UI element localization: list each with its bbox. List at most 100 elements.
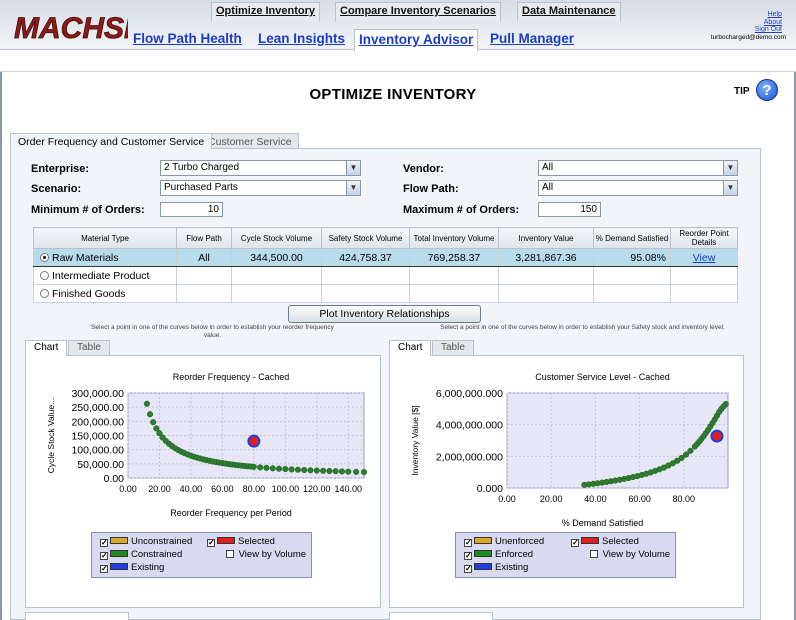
empty-cell	[498, 284, 594, 303]
about-link[interactable]: About	[763, 18, 782, 26]
enterprise-select[interactable]: 2 Turbo Charged ▼	[160, 160, 361, 176]
checkbox-checked-icon[interactable]: ✓	[464, 538, 472, 547]
x-tick-label: 60.00	[211, 484, 234, 494]
legend-label: Constrained	[131, 549, 183, 560]
table-row[interactable]: Intermediate Product	[33, 266, 738, 285]
user-email: turbocharged@demo.com	[710, 34, 786, 41]
help-link[interactable]: Help	[767, 11, 782, 18]
legend-item[interactable]: ✓ Constrained	[100, 549, 182, 560]
demand-satisfied-cell: 95.08%	[593, 248, 671, 267]
legend-item[interactable]: ✓ Selected	[207, 536, 275, 547]
legend-item[interactable]: ✓ Selected	[571, 536, 639, 547]
right-table-tab[interactable]: Table	[432, 340, 474, 355]
material-type-cell[interactable]: Finished Goods	[33, 284, 177, 303]
flowpath-select[interactable]: All ▼	[538, 180, 738, 196]
left-chart-tab[interactable]: Chart	[25, 340, 68, 356]
legend-item[interactable]: ✓ Existing	[464, 562, 528, 573]
checkbox-unchecked-icon[interactable]	[226, 550, 234, 558]
radio-icon[interactable]	[40, 288, 49, 298]
enterprise-label: Enterprise:	[31, 163, 90, 175]
subtab-data-maintenance[interactable]: Data Maintenance	[517, 2, 621, 21]
material-type-label: Finished Goods	[52, 287, 126, 300]
material-type-label: Intermediate Product	[52, 269, 150, 282]
radio-selected-icon[interactable]	[40, 252, 49, 262]
data-point	[722, 401, 729, 408]
tab-order-frequency[interactable]: Order Frequency and Customer Service	[10, 133, 213, 149]
right-bottom-tab	[389, 612, 493, 620]
material-type-cell[interactable]: Intermediate Product	[33, 266, 177, 285]
help-question-icon[interactable]: ?	[756, 79, 778, 101]
nav-pull-manager[interactable]: Pull Manager	[490, 31, 575, 46]
radio-icon[interactable]	[40, 270, 49, 280]
legend-swatch	[474, 537, 492, 544]
legend-item[interactable]: View by Volume	[590, 549, 670, 560]
legend-item[interactable]: ✓ Existing	[100, 562, 164, 573]
checkbox-checked-icon[interactable]: ✓	[100, 551, 108, 560]
tab-customer-service[interactable]: Customer Service	[200, 133, 300, 149]
scenario-select[interactable]: Purchased Parts ▼	[160, 180, 361, 196]
sub-navigation	[0, 50, 796, 72]
checkbox-checked-icon[interactable]: ✓	[571, 538, 579, 547]
scenario-label: Scenario:	[31, 183, 82, 195]
table-row[interactable]: Raw Materials All 344,500.00 424,758.37 …	[33, 248, 738, 267]
left-chart-panel: 0.00 50,000.00 100,000.00 150,000.00 200,000…	[25, 355, 381, 608]
customer-service-chart[interactable]: 0.000 2,000,000.000 4,000,000.000 6,000,000…	[390, 356, 745, 536]
empty-cell	[231, 284, 322, 303]
page-title: OPTIMIZE INVENTORY	[309, 86, 477, 103]
logo-text: MACHSIX	[14, 12, 128, 45]
flow-path-cell: All	[176, 248, 232, 267]
data-point	[301, 466, 308, 474]
data-point	[288, 466, 295, 473]
view-link[interactable]: View	[692, 251, 716, 264]
header-links: Help About Sign Out	[755, 11, 782, 34]
legend-swatch	[110, 550, 128, 557]
nav-flow-path-health[interactable]: Flow Path Health	[133, 31, 242, 46]
legend-item[interactable]: View by Volume	[226, 549, 306, 560]
checkbox-checked-icon[interactable]: ✓	[207, 538, 215, 547]
x-tick-label: 40.00	[180, 484, 203, 494]
data-point	[307, 467, 314, 474]
checkbox-unchecked-icon[interactable]	[590, 550, 598, 558]
checkbox-checked-icon[interactable]: ✓	[464, 551, 472, 560]
vendor-value: All	[542, 162, 554, 173]
checkbox-checked-icon[interactable]: ✓	[100, 538, 108, 547]
min-orders-input[interactable]: 10	[160, 202, 223, 217]
chart-title: Customer Service Level - Cached	[535, 372, 670, 382]
max-orders-input[interactable]: 150	[538, 202, 601, 217]
x-tick-label: 80.00	[243, 484, 266, 494]
data-point	[282, 466, 289, 473]
plot-inventory-button[interactable]: Plot Inventory Relationships	[288, 305, 481, 323]
nav-lean-insights[interactable]: Lean Insights	[258, 31, 346, 46]
y-tick-label: 300,000.00	[71, 388, 124, 400]
nav-inventory-advisor[interactable]: Inventory Advisor	[354, 29, 479, 51]
legend-item[interactable]: ✓ Unenforced	[464, 536, 544, 547]
x-axis-label: Reorder Frequency per Period	[170, 508, 292, 518]
reorder-frequency-chart[interactable]: 0.00 50,000.00 100,000.00 150,000.00 200,000…	[26, 356, 382, 536]
right-chart-panel: 0.000 2,000,000.000 4,000,000.000 6,000,000…	[389, 355, 744, 608]
y-tick-label: 50,000.00	[77, 459, 124, 471]
col-reorder-point: Reorder Point Details	[670, 227, 738, 249]
x-axis-label: % Demand Satisfied	[562, 518, 644, 528]
data-point	[313, 467, 320, 474]
subtab-optimize-inventory[interactable]: Optimize Inventory	[211, 2, 321, 21]
left-table-tab[interactable]: Table	[68, 340, 110, 355]
legend-item[interactable]: ✓ Unconstrained	[100, 536, 192, 547]
vendor-select[interactable]: All ▼	[538, 160, 738, 176]
right-chart-tab[interactable]: Chart	[389, 340, 432, 356]
checkbox-checked-icon[interactable]: ✓	[100, 564, 108, 573]
selected-point	[247, 434, 261, 448]
empty-cell	[593, 266, 671, 285]
material-type-cell[interactable]: Raw Materials	[33, 248, 177, 267]
subtab-compare-inventory-scenarios[interactable]: Compare Inventory Scenarios	[335, 2, 501, 21]
x-tick-label: 40.00	[584, 494, 607, 504]
chevron-down-icon: ▼	[346, 181, 360, 195]
legend-item[interactable]: ✓ Enforced	[464, 549, 533, 560]
sign-out-link[interactable]: Sign Out	[754, 26, 782, 33]
safety-stock-cell: 424,758.37	[321, 248, 410, 267]
y-axis-label: Inventory Value [$]	[410, 405, 420, 475]
data-point	[345, 468, 352, 475]
empty-cell	[176, 284, 232, 303]
table-row[interactable]: Finished Goods	[33, 284, 738, 303]
data-point	[269, 465, 276, 472]
checkbox-checked-icon[interactable]: ✓	[464, 564, 472, 573]
